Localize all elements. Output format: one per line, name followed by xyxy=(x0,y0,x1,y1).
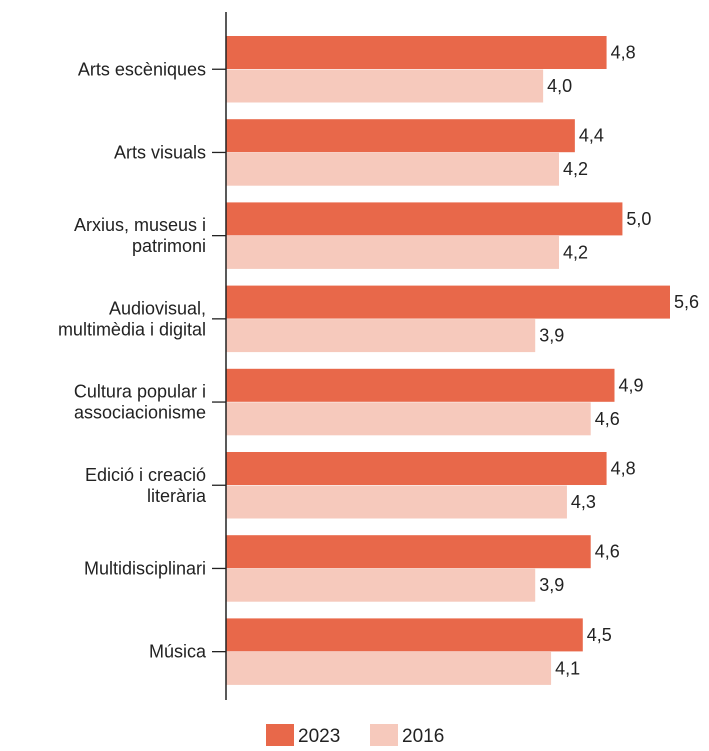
category-label-line: Cultura popular i xyxy=(74,382,206,402)
value-label-2016-3: 3,9 xyxy=(539,326,564,346)
bar-2016-2 xyxy=(226,235,559,269)
category-label-3: Audiovisual, multimèdia i digital xyxy=(58,298,206,339)
bar-2016-5 xyxy=(226,485,567,519)
bar-2023-4 xyxy=(226,368,615,402)
value-label-2016-4: 4,6 xyxy=(595,409,620,429)
bars-group xyxy=(226,36,670,685)
category-label-line: Arxius, museus i xyxy=(74,215,206,235)
legend-swatch-2016 xyxy=(370,724,398,746)
legend-label-2023: 2023 xyxy=(298,726,340,747)
legend-label-2016: 2016 xyxy=(402,726,444,747)
category-label-line: Audiovisual, xyxy=(109,298,206,318)
category-label-line: literària xyxy=(147,486,207,506)
category-label-line: Música xyxy=(149,642,207,662)
value-label-2023-5: 4,8 xyxy=(611,459,636,479)
value-label-2016-0: 4,0 xyxy=(547,76,572,96)
category-label-2: Arxius, museus i patrimoni xyxy=(74,215,206,256)
bar-2016-6 xyxy=(226,568,536,602)
value-label-2023-4: 4,9 xyxy=(619,375,644,395)
category-label-line: Edició i creació xyxy=(85,465,206,485)
bar-2016-3 xyxy=(226,319,536,353)
category-labels-group: Arts escèniques Arts visuals Arxius, museu… xyxy=(58,59,226,662)
value-label-2016-1: 4,2 xyxy=(563,159,588,179)
category-label-5: Edició i creació literària xyxy=(85,465,207,506)
value-label-2023-1: 4,4 xyxy=(579,126,604,146)
category-label-line: patrimoni xyxy=(132,236,206,256)
value-labels-group: 4,8 4,0 4,4 4,2 5,0 4,2 5,6 3,9 4,9 4,6 4,8 4,3 4,6 3… xyxy=(539,43,699,679)
bar-2023-6 xyxy=(226,535,591,569)
legend-swatch-2023 xyxy=(266,724,294,746)
value-label-2023-6: 4,6 xyxy=(595,542,620,562)
category-label-7: Música xyxy=(149,642,207,662)
bar-2016-0 xyxy=(226,69,544,103)
legend: 2023 2016 xyxy=(266,724,444,747)
category-label-line: Arts visuals xyxy=(114,142,206,162)
bar-2016-7 xyxy=(226,651,552,685)
bar-2023-7 xyxy=(226,618,583,652)
value-label-2023-7: 4,5 xyxy=(587,625,612,645)
bar-2023-0 xyxy=(226,36,607,69)
category-label-0: Arts escèniques xyxy=(78,59,206,79)
bar-2023-5 xyxy=(226,452,607,485)
value-label-2023-2: 5,0 xyxy=(626,209,651,229)
value-label-2016-7: 4,1 xyxy=(555,658,580,678)
category-label-6: Multidisciplinari xyxy=(84,558,206,578)
bar-2023-3 xyxy=(226,285,670,319)
bar-2023-2 xyxy=(226,202,623,236)
value-label-2023-0: 4,8 xyxy=(611,43,636,63)
bar-2016-4 xyxy=(226,402,591,436)
bar-2016-1 xyxy=(226,152,559,186)
value-label-2016-5: 4,3 xyxy=(571,492,596,512)
bar-2023-1 xyxy=(226,119,575,153)
value-label-2023-3: 5,6 xyxy=(674,292,699,312)
category-label-1: Arts visuals xyxy=(114,142,206,162)
value-label-2016-2: 4,2 xyxy=(563,242,588,262)
category-label-line: associacionisme xyxy=(74,403,206,423)
category-label-line: Multidisciplinari xyxy=(84,558,206,578)
value-label-2016-6: 3,9 xyxy=(539,575,564,595)
category-label-4: Cultura popular i associacionisme xyxy=(74,382,206,423)
category-label-line: multimèdia i digital xyxy=(58,319,206,339)
category-label-line: Arts escèniques xyxy=(78,59,206,79)
